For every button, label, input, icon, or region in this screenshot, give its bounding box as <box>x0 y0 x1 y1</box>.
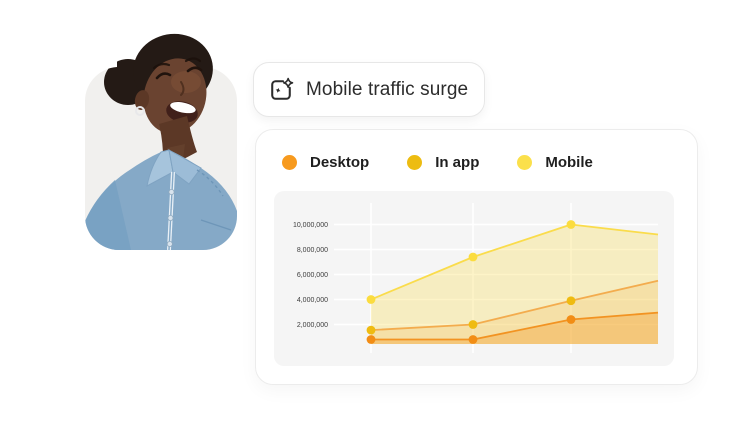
insights-sparkle-icon <box>268 77 294 103</box>
traffic-chart-card: Desktop In app Mobile 10,000,000 8,000,00… <box>255 129 698 385</box>
insight-badge[interactable]: Mobile traffic surge <box>253 62 485 117</box>
legend-item-mobile: Mobile <box>517 154 593 171</box>
svg-text:4,000,000: 4,000,000 <box>297 297 328 304</box>
legend-dot-mobile <box>517 155 533 170</box>
legend-dot-desktop <box>282 155 297 170</box>
chart-legend: Desktop In app Mobile <box>282 154 593 171</box>
legend-item-in-app: In app <box>407 154 479 171</box>
svg-text:10,000,000: 10,000,000 <box>293 222 328 229</box>
traffic-chart-svg: 10,000,000 8,000,000 6,000,000 4,000,000 2,0… <box>293 203 659 353</box>
legend-label-in-app: In app <box>435 154 480 171</box>
legend-label-mobile: Mobile <box>545 154 593 171</box>
legend-dot-in-app <box>407 155 423 170</box>
svg-text:6,000,000: 6,000,000 <box>297 272 328 279</box>
legend-label-desktop: Desktop <box>310 154 370 171</box>
svg-text:2,000,000: 2,000,000 <box>297 322 328 329</box>
traffic-chart: 10,000,000 8,000,000 6,000,000 4,000,000 2,0… <box>274 191 674 366</box>
legend-item-desktop: Desktop <box>282 154 369 171</box>
svg-text:8,000,000: 8,000,000 <box>297 247 328 254</box>
customer-photo <box>85 20 237 250</box>
woman-photo-illustration <box>85 33 237 250</box>
insight-badge-label: Mobile traffic surge <box>306 78 469 100</box>
